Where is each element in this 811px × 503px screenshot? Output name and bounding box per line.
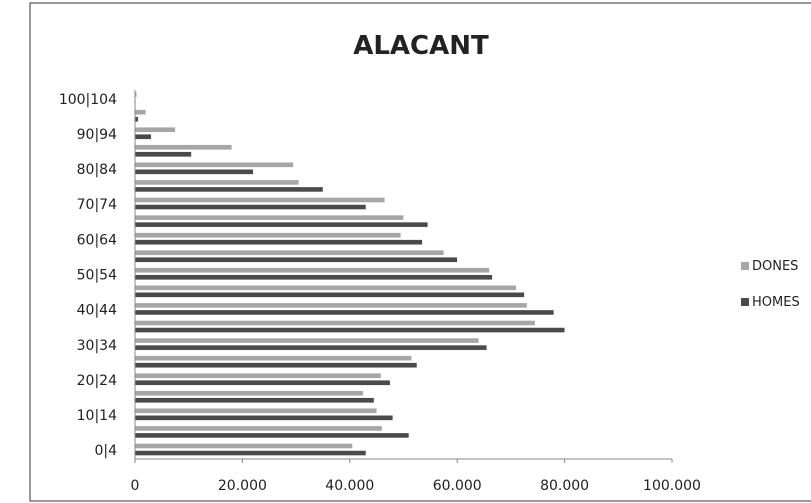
y-tick-label: 10|14	[77, 408, 117, 424]
bar-dones-50-54	[134, 267, 490, 273]
bar-dones-0-4	[134, 443, 353, 449]
legend-label-dones: DONES	[752, 259, 798, 274]
y-tick-label: 100|104	[59, 92, 117, 108]
y-tick-label: 40|44	[77, 303, 117, 319]
legend-swatch-dones	[741, 262, 749, 270]
bar-dones-5-9	[134, 425, 383, 432]
bar-dones-90-94	[134, 127, 176, 133]
bar-dones-70-74	[134, 197, 385, 203]
x-tick-label: 100.000	[643, 478, 701, 494]
bar-dones-65-69	[134, 214, 404, 221]
y-tick-label: 20|24	[77, 373, 117, 389]
y-tick-label: 70|74	[77, 197, 117, 213]
legend-swatch-homes	[741, 298, 749, 306]
bar-homes-0-4	[134, 450, 367, 456]
x-tick-label: 20.000	[218, 478, 267, 494]
bar-homes-90-94	[134, 134, 152, 140]
bar-dones-30-34	[134, 337, 479, 344]
x-tick-label: 60.000	[433, 478, 482, 494]
bar-homes-60-64	[134, 239, 423, 245]
y-tick-label: 90|94	[77, 127, 117, 143]
bar-homes-55-59	[134, 257, 458, 263]
bar-dones-80-84	[134, 162, 294, 168]
legend-label-homes: HOMES	[752, 295, 800, 310]
y-tick-label: 0|4	[94, 443, 117, 459]
bar-dones-75-79	[134, 179, 299, 186]
bar-dones-40-44	[134, 302, 528, 309]
bar-dones-95-99	[134, 109, 146, 115]
bar-homes-45-49	[134, 292, 525, 298]
bar-homes-35-39	[134, 327, 565, 333]
x-tick-label: 0	[131, 478, 140, 494]
bar-dones-55-59	[134, 250, 444, 256]
bar-homes-15-19	[134, 397, 375, 403]
bar-homes-50-54	[134, 274, 493, 280]
bar-dones-35-39	[134, 320, 536, 326]
y-tick-label: 60|64	[77, 232, 117, 248]
chart-title: ALACANT	[353, 31, 489, 61]
bar-homes-30-34	[134, 344, 487, 351]
bar-homes-20-24	[134, 380, 391, 386]
bar-homes-25-29	[134, 362, 418, 368]
bar-dones-60-64	[134, 232, 401, 238]
y-tick-label: 50|54	[77, 268, 117, 284]
x-tick-label: 40.000	[325, 478, 374, 494]
y-tick-label: 80|84	[77, 162, 117, 178]
legend: DONES HOMES	[741, 259, 800, 310]
bar-dones-25-29	[134, 355, 412, 361]
bar-homes-70-74	[134, 204, 367, 210]
bar-homes-10-14	[134, 415, 393, 421]
bar-dones-10-14	[134, 408, 377, 414]
bar-homes-65-69	[134, 221, 428, 228]
bars-group	[134, 91, 565, 456]
x-tick-label: 80.000	[540, 478, 589, 494]
bar-homes-80-84	[134, 169, 254, 175]
bar-homes-75-79	[134, 186, 324, 193]
axes-group: 0|4 10|14 20|24 30|34 40|44 50|54 60|64 70|74 80…	[59, 90, 701, 494]
bar-dones-85-89	[134, 144, 232, 150]
bar-homes-5-9	[134, 432, 410, 439]
bar-homes-85-89	[134, 151, 192, 157]
bar-dones-20-24	[134, 373, 382, 379]
chart-border	[29, 2, 811, 502]
bar-homes-40-44	[134, 309, 555, 316]
y-tick-label: 30|34	[77, 338, 117, 354]
bar-dones-15-19	[134, 390, 364, 396]
bar-dones-45-49	[134, 285, 517, 291]
